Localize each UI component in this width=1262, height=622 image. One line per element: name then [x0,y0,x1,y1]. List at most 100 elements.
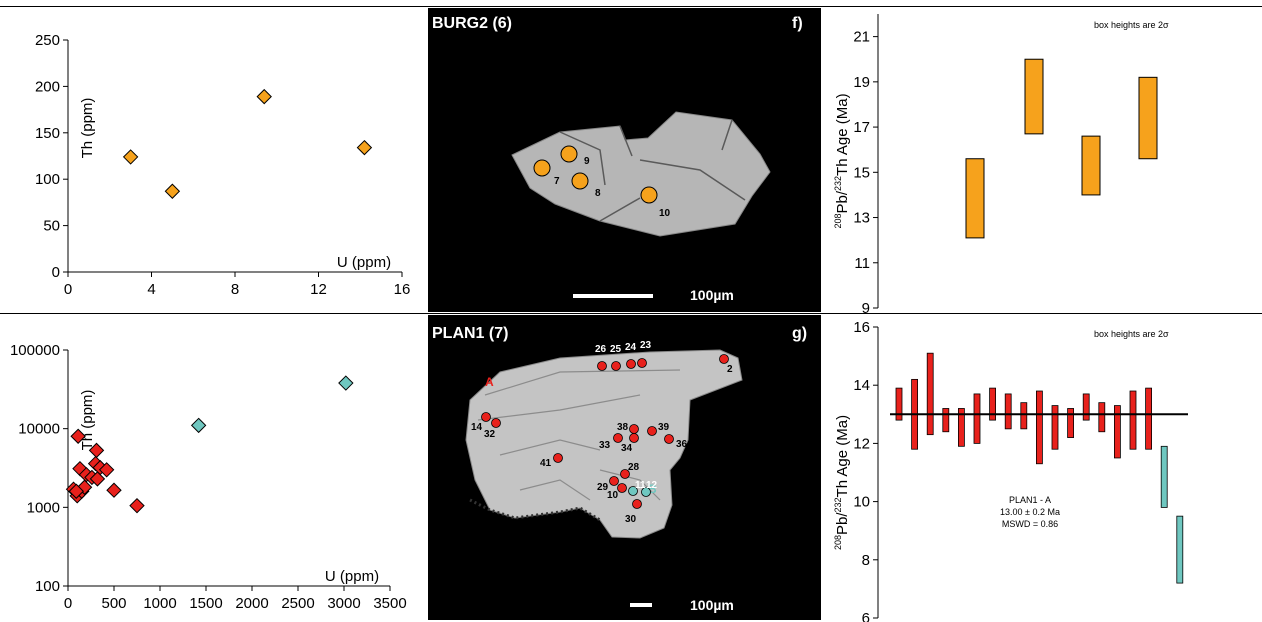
x-tick-label: 3000 [327,595,360,612]
x-tick-label: 0 [64,281,72,298]
burg2-title: BURG2 (6) [432,15,512,32]
y-tick-label: 9 [862,300,870,317]
plan1-zircon-grain [465,349,743,539]
plan1-spot-group-b [628,486,638,496]
plan1-spot-label: 23 [640,340,652,351]
burg2-age-chart: 9 11 13 15 17 19 21 208Pb/232Th Age (Ma) box hei… [833,14,1169,317]
plan1-spot [664,434,674,444]
burg2-u-th-chart: 0 50 100 150 200 250 0 4 8 12 16 Th (ppm) U (ppm) [35,32,410,298]
plan1-spot [553,453,563,463]
plan1-spot-label: 26 [595,344,607,355]
y-tick-label: 250 [35,32,60,49]
age-box [1145,387,1152,450]
plan1-spot [647,426,657,436]
age-box [973,393,981,444]
data-point [89,471,106,487]
y-tick-label: 200 [35,78,60,95]
chart-note: box heights are 2σ [1094,20,1169,30]
plan1-spot [719,354,729,364]
age-box [942,408,950,433]
data-point [190,417,207,434]
data-point [129,497,145,514]
plan1-spot [597,361,607,371]
plan1-panel-letter: g) [792,325,807,342]
plan1-spot [626,359,636,369]
y-tick-label: 100 [35,578,60,595]
y-tick-label: 50 [43,218,60,235]
plan1-spot [632,499,642,509]
age-box [926,352,934,436]
data-point [68,483,84,499]
plan1-spot-label: 39 [658,422,670,433]
y-tick-label: 21 [853,29,870,46]
age-box [1098,402,1106,433]
data-point [164,183,181,199]
plan1-spot-label: 41 [540,458,552,469]
plan1-spot-label: 33 [599,440,611,451]
plan1-spot [637,358,647,368]
x-tick-label: 2500 [281,595,314,612]
plan1-spot-label: 32 [484,429,496,440]
data-point [256,88,272,105]
plan1-spot [617,483,627,493]
plan1-spot-label: 29 [597,482,609,493]
plan1-spot-label: 11 [635,480,646,491]
x-tick-label: 1000 [143,595,176,612]
data-point [338,375,354,391]
age-box [1129,390,1137,450]
age-box [1024,58,1044,135]
plan1-u-th-chart: 100 1000 10000 100000 0 500 1000 1500 2000 2500 30… [10,342,407,612]
plan1-spot [609,476,619,486]
y-tick-label: 100000 [10,342,60,359]
burg2-image-panel: BURG2 (6) f) 9 7 8 10 100µm [428,8,821,312]
x-tick-label: 500 [101,595,126,612]
plan1-spot-label: 24 [625,342,637,353]
age-box [1004,393,1012,430]
plan1-spot [611,361,621,371]
plan1-title: PLAN1 (7) [432,325,508,342]
plan1-spot-label: 10 [607,490,619,501]
age-box [1160,445,1168,508]
plan1-spot-label: 34 [621,443,633,454]
burg2-scale-bar [573,294,653,298]
x-tick-label: 0 [64,595,72,612]
x-axis-title: U (ppm) [325,568,379,585]
x-tick-label: 8 [231,281,239,298]
age-box [895,387,903,421]
y-tick-label: 13 [853,210,870,227]
plan1-image-panel: PLAN1 (7) g) A B 26 25 24 23 [428,315,821,620]
mean-annotation: MSWD = 0.86 [1002,519,1058,529]
y-tick-label: 100 [35,171,60,188]
plan1-spot-label: 38 [617,422,629,433]
age-box [989,387,996,421]
y-tick-label: 10000 [18,421,60,438]
plan1-group-a-label: A [485,375,494,389]
plan1-spot-group-b [641,487,651,497]
burg2-spot-label: 10 [659,208,671,219]
plan1-grain-lower-edge [469,498,601,522]
x-tick-label: 4 [147,281,155,298]
plan1-spots [481,354,729,509]
burg2-grain-fractures [559,119,746,222]
y-axis-title: 208Pb/232Th Age (Ma) [833,415,851,550]
plan1-group-b-label: B [648,482,657,496]
y-tick-label: 6 [862,610,870,622]
y-tick-label: 0 [52,264,60,281]
y-tick-label: 11 [854,255,870,272]
y-axis-title: Th (ppm) [79,98,96,159]
age-box [1114,405,1121,459]
y-tick-label: 12 [853,435,870,452]
y-axis-title: 208Pb/232Th Age (Ma) [833,93,851,228]
plan1-spot [491,418,501,428]
y-tick-label: 10 [853,494,870,511]
burg2-spot-label: 9 [584,156,590,167]
plan1-spot [629,424,639,434]
y-axis-title: Th (ppm) [79,390,96,451]
age-box [1176,515,1184,584]
age-box [1081,135,1101,196]
y-tick-label: 150 [35,125,60,142]
plan1-grain-zoning [477,369,681,501]
y-tick-label: 19 [853,74,870,91]
plan1-spot [613,433,623,443]
